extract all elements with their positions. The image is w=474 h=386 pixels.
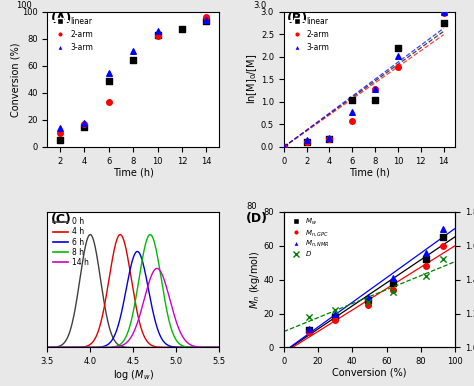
Point <box>306 329 313 335</box>
Point <box>390 280 397 286</box>
Point <box>439 243 447 249</box>
Point <box>280 144 288 150</box>
X-axis label: Time (h): Time (h) <box>113 167 154 177</box>
Text: 3.0: 3.0 <box>253 1 266 10</box>
Point <box>364 293 372 300</box>
Point <box>394 64 402 70</box>
Point <box>80 121 88 127</box>
Point <box>80 124 88 130</box>
Point <box>154 33 161 39</box>
Point <box>394 45 402 51</box>
Y-axis label: Conversion (%): Conversion (%) <box>10 42 20 117</box>
Point <box>348 96 356 103</box>
Point <box>56 130 64 137</box>
Legend: 0 h, 4 h, 6 h, 8 h, 14 h: 0 h, 4 h, 6 h, 8 h, 14 h <box>51 216 90 268</box>
Point <box>390 275 397 281</box>
Legend: $M_w$, $M_{n,GPC}$, $M_{n,NMR}$, $D$: $M_w$, $M_{n,GPC}$, $M_{n,NMR}$, $D$ <box>287 215 330 259</box>
Point <box>306 314 313 320</box>
Point <box>280 144 288 150</box>
Legend: linear, 2-arm, 3-arm: linear, 2-arm, 3-arm <box>288 15 331 53</box>
Point <box>331 314 339 320</box>
Point <box>422 256 430 262</box>
Text: (A): (A) <box>51 12 72 25</box>
Point <box>348 118 356 124</box>
Legend: linear, 2-arm, 3-arm: linear, 2-arm, 3-arm <box>51 15 95 53</box>
Point <box>56 137 64 143</box>
Point <box>364 299 372 305</box>
Point <box>80 120 88 126</box>
Point <box>306 327 313 334</box>
Text: 100: 100 <box>17 1 32 10</box>
X-axis label: Conversion (%): Conversion (%) <box>332 367 407 378</box>
Point <box>129 48 137 54</box>
Point <box>154 27 161 34</box>
Point <box>439 226 447 232</box>
Point <box>129 57 137 63</box>
Point <box>422 249 430 256</box>
Point <box>371 86 379 92</box>
Point <box>105 69 112 76</box>
Y-axis label: ln[M]$_0$/[M]: ln[M]$_0$/[M] <box>246 54 259 104</box>
Point <box>303 139 310 146</box>
Point <box>439 256 447 262</box>
Point <box>326 136 333 142</box>
Text: 80: 80 <box>246 201 257 211</box>
Point <box>371 86 379 92</box>
Point <box>303 139 310 146</box>
Point <box>331 317 339 323</box>
Y-axis label: $M_n$ (kg/mol): $M_n$ (kg/mol) <box>248 251 262 309</box>
Point <box>306 326 313 332</box>
Point <box>439 234 447 240</box>
Point <box>390 287 397 293</box>
Point <box>331 307 339 313</box>
Point <box>280 144 288 150</box>
Text: (B): (B) <box>287 12 309 25</box>
Point <box>105 78 112 84</box>
Point <box>422 263 430 269</box>
Point <box>331 310 339 317</box>
Point <box>326 135 333 141</box>
Point <box>364 297 372 303</box>
Point <box>440 10 447 16</box>
Point <box>326 136 333 142</box>
X-axis label: Time (h): Time (h) <box>349 167 390 177</box>
Point <box>303 137 310 143</box>
Point <box>364 302 372 308</box>
Point <box>203 17 210 23</box>
Point <box>348 109 356 115</box>
Point <box>390 288 397 295</box>
Point <box>56 125 64 131</box>
Text: (C): (C) <box>51 213 72 226</box>
Point <box>394 53 402 59</box>
Point <box>440 8 447 15</box>
Point <box>371 96 379 103</box>
Point <box>422 273 430 279</box>
Point <box>105 99 112 105</box>
Point <box>203 18 210 24</box>
Point <box>178 26 186 32</box>
X-axis label: log ($M_w$): log ($M_w$) <box>112 367 154 381</box>
Point <box>154 32 161 38</box>
Point <box>440 20 447 26</box>
Point <box>203 14 210 20</box>
Text: (D): (D) <box>246 212 268 225</box>
